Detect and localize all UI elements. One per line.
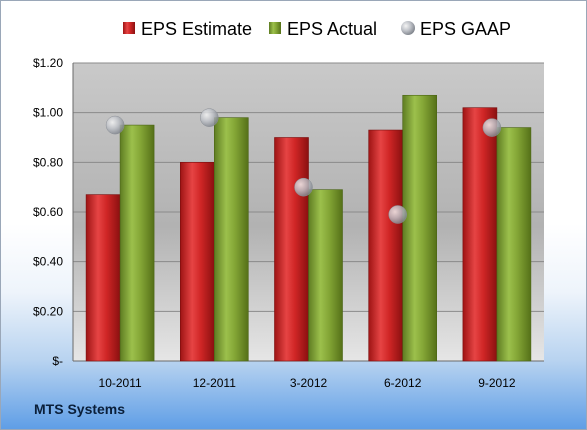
y-tick-label: $0.60 [33,205,63,219]
bar-eps-estimate [274,137,309,362]
legend-label: EPS Estimate [141,19,252,39]
bar-eps-actual [402,94,438,362]
point-eps-gaap [388,205,407,224]
x-axis: 10-2011 12-2011 3-2012 6-2012 9-2012 [99,376,516,390]
company-name: MTS Systems [34,401,126,417]
x-tick-label: 12-2011 [193,376,236,390]
point-eps-gaap [482,118,502,137]
legend-swatch [401,21,415,35]
point-eps-gaap [105,115,125,135]
legend-label: EPS GAAP [420,19,511,39]
point-eps-gaap [200,108,219,127]
x-tick-label: 9-2012 [478,376,516,390]
bar-eps-estimate [180,162,215,362]
legend-label: EPS Actual [287,19,377,39]
y-tick-label: $1.20 [33,56,63,70]
y-axis: $- $0.20 $0.40 $0.60 $0.80 $1.00 $1.20 [33,56,74,368]
legend: EPS Estimate EPS Actual EPS GAAP [123,19,511,39]
x-tick-label: 10-2011 [99,376,142,390]
bars [85,94,532,362]
bar-eps-estimate [368,129,404,362]
x-tick-label: 3-2012 [290,376,328,390]
legend-swatch [269,22,281,34]
gaap-points [105,108,502,224]
y-tick-label: $0.80 [33,155,63,169]
y-tick-label: $- [52,354,63,368]
bar-eps-actual [214,117,249,362]
y-tick-label: $0.40 [33,255,63,269]
point-eps-gaap [294,177,313,197]
bar-eps-actual [496,127,532,362]
legend-swatch [123,22,135,34]
bar-eps-actual [119,124,155,362]
bar-eps-estimate [85,194,121,362]
bar-eps-estimate [462,107,498,362]
bar-eps-actual [308,189,343,362]
x-tick-label: 6-2012 [384,376,422,390]
y-tick-label: $0.20 [33,304,63,318]
y-tick-label: $1.00 [33,106,63,120]
